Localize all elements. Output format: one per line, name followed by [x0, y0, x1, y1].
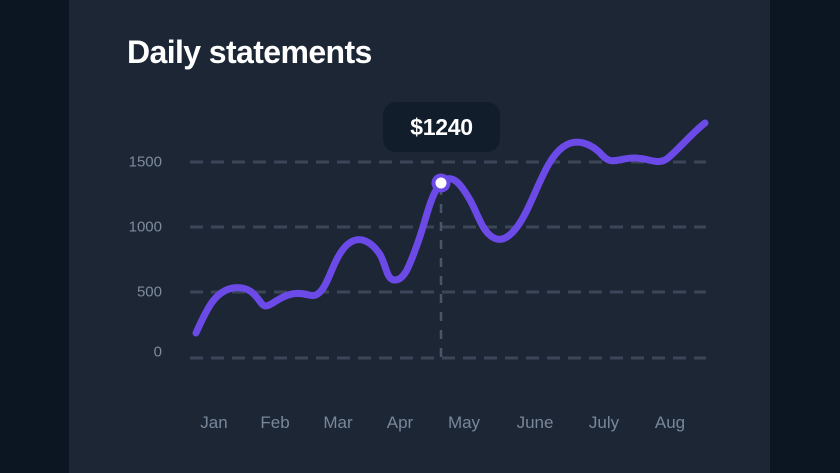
- page-title: Daily statements: [127, 34, 372, 70]
- y-axis-tick-0: 0: [153, 343, 162, 361]
- tooltip-value: $1240: [410, 113, 473, 140]
- y-axis-tick-1000: 1000: [128, 218, 162, 236]
- x-axis-tick-may: May: [447, 413, 481, 432]
- x-axis-tick-aug: Aug: [654, 413, 686, 432]
- x-axis-tick-apr: Apr: [386, 413, 414, 432]
- highlight-marker[interactable]: [431, 173, 451, 193]
- x-axis-tick-feb: Feb: [260, 413, 290, 432]
- x-axis-tick-june: June: [516, 413, 554, 432]
- x-axis-tick-july: July: [588, 413, 620, 432]
- y-axis-labels: 1500 1000 500 0: [100, 0, 162, 473]
- x-axis-tick-jan: Jan: [200, 413, 228, 432]
- y-axis-tick-500: 500: [136, 283, 162, 301]
- gridlines: [190, 160, 706, 360]
- chart-line-daily-statements: [192, 119, 709, 337]
- x-axis-tick-mar: Mar: [323, 413, 353, 432]
- marker-dot: [435, 177, 447, 189]
- value-tooltip: $1240: [383, 102, 500, 152]
- y-axis-tick-1500: 1500: [128, 153, 162, 171]
